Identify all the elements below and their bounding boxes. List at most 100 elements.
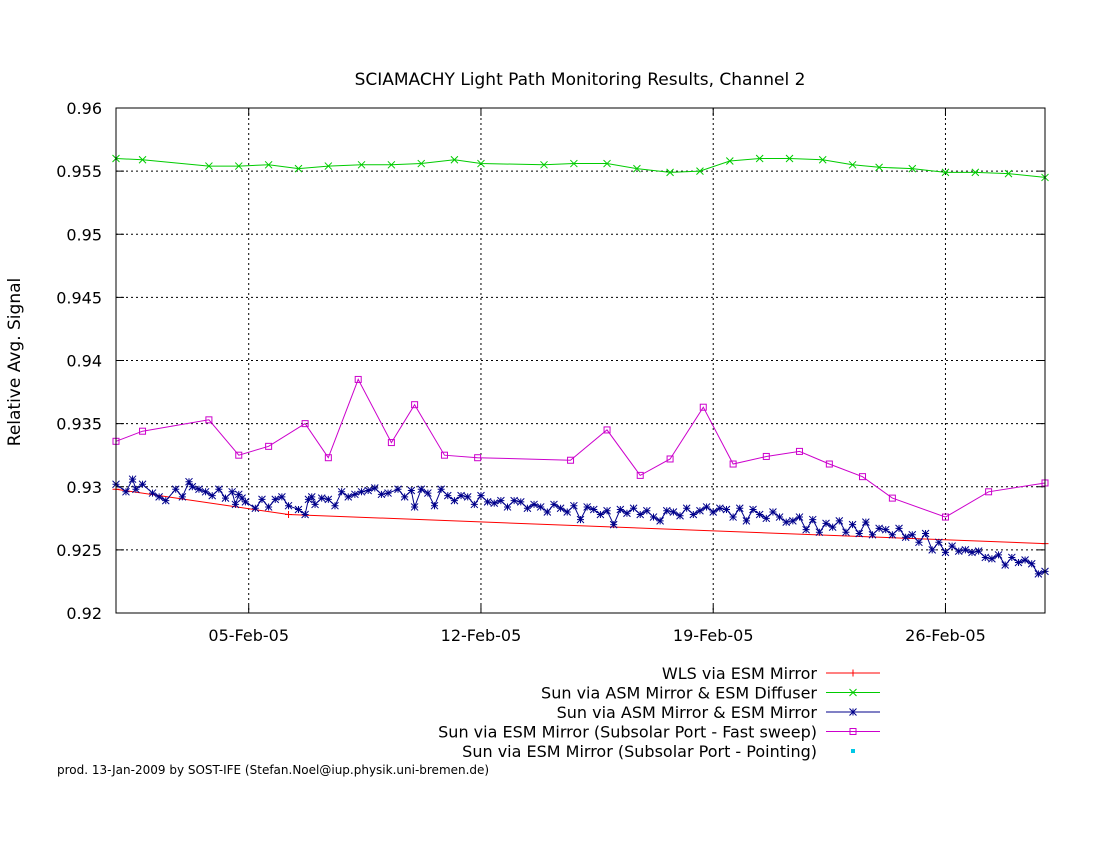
data-point [822, 519, 830, 528]
data-point [689, 510, 698, 519]
data-point [669, 508, 678, 516]
data-point [324, 454, 332, 462]
data-point [301, 420, 309, 428]
data-point [490, 499, 499, 508]
data-point [294, 505, 303, 514]
data-point [138, 155, 147, 164]
data-point [457, 491, 465, 500]
data-point [888, 494, 896, 502]
data-point [629, 504, 638, 513]
data-point [523, 504, 532, 513]
data-point [825, 460, 833, 468]
data-point [364, 486, 373, 495]
data-point [477, 491, 485, 500]
data-point [477, 159, 485, 168]
data-point [848, 520, 857, 529]
data-point [762, 514, 771, 523]
data-point [662, 506, 671, 515]
data-point [676, 511, 684, 520]
data-point [417, 485, 426, 494]
data-point [354, 375, 362, 383]
series-4 [112, 375, 1049, 521]
data-point [855, 529, 864, 538]
data-point [410, 503, 419, 511]
y-tick-label: 0.945 [56, 288, 102, 307]
data-point [603, 159, 611, 168]
data-point [567, 456, 575, 464]
data-point [1021, 556, 1029, 564]
data-point [1034, 570, 1043, 578]
legend-marker [849, 688, 857, 697]
data-point [294, 164, 303, 173]
y-tick-label: 0.935 [56, 415, 102, 434]
data-point [228, 487, 236, 496]
data-point [265, 442, 273, 450]
data-point [357, 160, 366, 169]
data-point [470, 500, 479, 509]
legend-label: Sun via ESM Mirror (Subsolar Port - Fast… [438, 723, 817, 742]
data-point [440, 451, 448, 459]
data-point [842, 528, 850, 537]
data-point [702, 503, 711, 511]
data-point [921, 529, 930, 538]
data-point [148, 489, 157, 497]
data-point [729, 513, 737, 521]
data-point [128, 475, 137, 484]
data-point [636, 510, 645, 519]
data-point [775, 513, 784, 521]
series-3 [112, 475, 1049, 578]
data-point [556, 504, 565, 513]
data-point [696, 506, 704, 515]
data-point [510, 496, 518, 505]
data-point [540, 160, 548, 169]
data-point [337, 487, 346, 496]
data-point [215, 485, 223, 494]
data-point [583, 503, 591, 511]
data-point [881, 525, 890, 534]
data-point [835, 516, 844, 525]
data-point [954, 547, 963, 555]
data-point [301, 510, 309, 519]
data-point [407, 486, 416, 495]
data-point [370, 484, 379, 492]
data-point [357, 487, 366, 496]
data-point [516, 498, 525, 506]
data-point [616, 505, 625, 514]
data-point [875, 163, 883, 172]
data-point [725, 157, 734, 165]
data-point [188, 482, 197, 491]
data-point [284, 501, 293, 510]
data-point [400, 492, 409, 501]
data-point [815, 528, 824, 537]
data-point [868, 530, 877, 539]
data-point [417, 159, 426, 168]
data-point [234, 162, 243, 170]
grid-lines [116, 107, 1045, 614]
data-point [387, 160, 396, 169]
data-point [424, 489, 432, 497]
data-point [722, 505, 731, 514]
data-point [828, 523, 837, 532]
data-point [450, 496, 459, 505]
data-point [324, 495, 333, 504]
data-point [1007, 553, 1016, 562]
data-point [231, 500, 240, 509]
data-point [901, 533, 910, 542]
data-point [795, 513, 804, 521]
data-point [324, 162, 333, 170]
data-point [666, 455, 674, 463]
data-point [503, 503, 512, 511]
legend-marker [849, 708, 857, 716]
data-point [411, 401, 419, 409]
data-point [205, 162, 213, 170]
legend-marker [849, 728, 857, 735]
data-point [536, 503, 545, 511]
data-point [430, 501, 439, 510]
data-point [178, 492, 187, 501]
y-tick-label: 0.92 [66, 604, 102, 623]
data-point [749, 505, 757, 514]
data-point [208, 491, 217, 500]
data-point [138, 480, 147, 489]
data-point [666, 168, 674, 177]
data-point [278, 492, 286, 501]
